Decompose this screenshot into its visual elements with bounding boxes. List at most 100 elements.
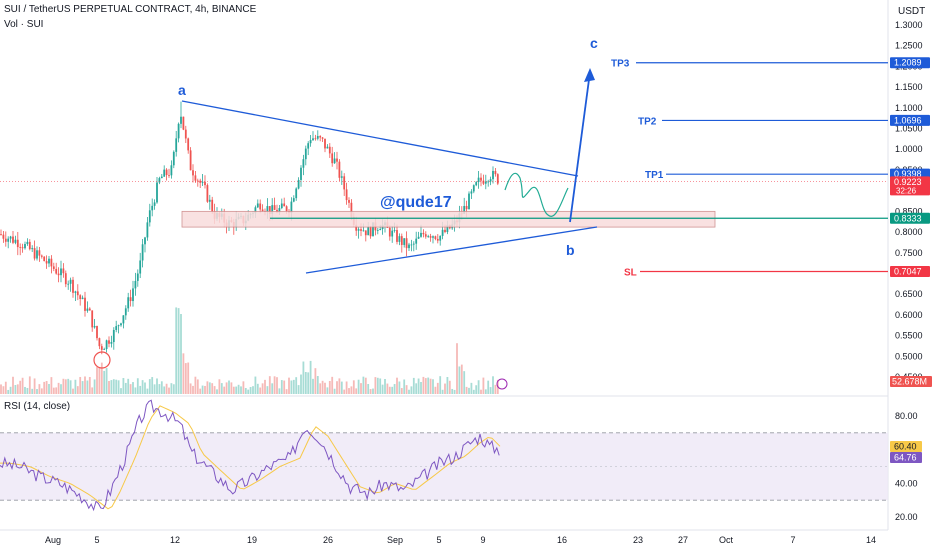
volume-bar: [247, 389, 250, 394]
volume-bar: [367, 383, 370, 394]
candle-body: [201, 181, 204, 183]
volume-bar: [67, 378, 70, 394]
price-tick-label: 1.0500: [895, 124, 923, 134]
volume-bar: [386, 383, 389, 394]
volume-bar: [391, 386, 394, 394]
volume-bar: [110, 380, 113, 394]
candle-body: [120, 323, 122, 326]
volume-bar: [208, 382, 211, 394]
price-tick-label: 0.5500: [895, 331, 923, 341]
volume-bar: [448, 380, 451, 394]
candle-body: [348, 200, 350, 203]
candle-body: [484, 181, 487, 184]
volume-bar: [36, 389, 38, 394]
volume-bar: [45, 381, 48, 394]
volume-bar: [280, 380, 283, 394]
volume-bar: [206, 381, 209, 394]
candle-body: [415, 238, 418, 244]
time-tick-label: Oct: [719, 535, 734, 545]
volume-bar: [108, 381, 110, 394]
candle-body: [192, 170, 194, 176]
volume-bar: [180, 314, 182, 394]
candle-body: [153, 202, 156, 206]
candle-body: [165, 169, 168, 176]
volume-bar: [129, 384, 132, 394]
volume-bar: [14, 385, 17, 394]
rsi-badge-text: 64.76: [894, 453, 917, 463]
candle-body: [204, 181, 206, 186]
candle-body: [417, 236, 420, 239]
candle-body: [261, 209, 264, 212]
candle-body: [338, 161, 341, 178]
volume-bar: [103, 370, 106, 394]
price-tick-label: 1.1500: [895, 82, 923, 92]
volume-bar: [249, 387, 252, 394]
candle-body: [283, 203, 286, 207]
volume-bar: [230, 382, 233, 394]
volume-bar: [424, 378, 427, 394]
candle-body: [172, 151, 175, 166]
volume-bar: [403, 379, 406, 394]
volume-bar: [132, 382, 134, 394]
volume-bar: [376, 377, 379, 394]
candle-body: [326, 146, 329, 149]
volume-bar: [175, 307, 178, 394]
volume-badge: [890, 376, 932, 387]
candle-body: [211, 199, 214, 212]
candle-body: [69, 279, 72, 284]
candle-body: [367, 227, 370, 236]
candle-body: [400, 236, 403, 245]
volume-bar: [124, 382, 127, 394]
candle-body: [422, 232, 425, 235]
volume-bar: [388, 386, 391, 394]
support-zone: [181, 210, 716, 228]
candle-body: [117, 325, 120, 327]
candle-body: [314, 138, 317, 140]
candle-body: [88, 308, 91, 311]
volume-bar: [9, 386, 12, 394]
rsi-badge: [890, 452, 922, 463]
candle-body: [357, 229, 360, 231]
volume-bar: [484, 389, 487, 394]
candle-body: [278, 208, 281, 213]
wave-b-label: b: [566, 242, 575, 258]
volume-bar: [60, 384, 62, 394]
candle-body: [424, 234, 427, 237]
time-tick-label: Sep: [387, 535, 403, 545]
volume-bar: [182, 353, 185, 394]
volume-bar: [360, 383, 362, 394]
candle-body: [21, 247, 24, 249]
price-tick-label: 0.6000: [895, 310, 923, 320]
candle-body: [9, 236, 12, 239]
level-label-tp2: TP2: [638, 116, 657, 127]
volume-badge-text: 52.678M: [892, 377, 927, 387]
candle-body: [302, 159, 305, 168]
candle-body: [494, 170, 497, 175]
volume-bar: [163, 386, 166, 394]
candle-body: [52, 266, 55, 269]
candle-body: [492, 170, 494, 180]
candle-body: [489, 179, 492, 182]
volume-bar: [151, 377, 154, 394]
volume-bar: [432, 379, 434, 394]
volume-bar: [456, 343, 458, 394]
volume-bar: [223, 386, 226, 394]
candle-body: [91, 310, 94, 328]
volume-bar: [144, 382, 146, 394]
volume-bar: [405, 385, 408, 394]
volume-bar: [314, 368, 317, 394]
volume-bar: [120, 388, 122, 394]
candle-body: [360, 229, 362, 231]
candle-body: [300, 167, 302, 180]
volume-bar: [482, 377, 485, 394]
volume-bar: [453, 389, 456, 394]
volume-bar: [52, 387, 55, 394]
volume-bar: [254, 376, 257, 394]
candle-body: [67, 283, 70, 285]
wave-a-label: a: [178, 82, 186, 98]
candle-body: [290, 201, 293, 213]
candle-body: [388, 227, 391, 237]
volume-bar: [2, 386, 5, 394]
volume-bar: [379, 378, 382, 394]
